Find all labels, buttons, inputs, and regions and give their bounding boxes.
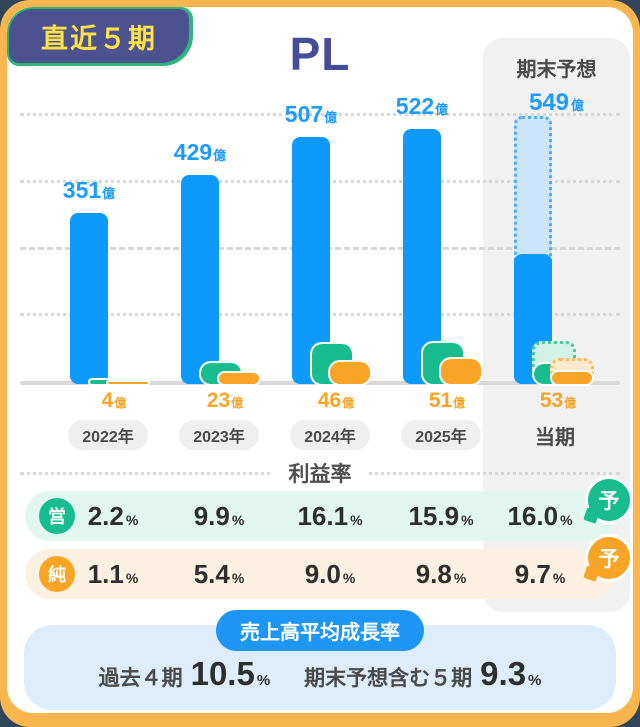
chart-column-2024: 507億 46億 2024年 bbox=[278, 7, 382, 450]
net-profit-number: 51 bbox=[428, 389, 453, 412]
net-margin-row: 純 1.1% 5.4% 9.0% 9.8% 9.7% 予 bbox=[25, 534, 633, 599]
year-pill-2025: 2025年 bbox=[401, 420, 481, 450]
net-profit-unit: 億 bbox=[231, 396, 244, 410]
net-margin-current: 9.7% bbox=[514, 559, 566, 589]
chart-column-2023: 429億 23億 2023年 bbox=[167, 7, 271, 450]
chart-column-2022: 351億 4億 2022年 bbox=[56, 7, 160, 450]
revenue-bar bbox=[181, 175, 219, 384]
growth-title-badge: 売上高平均成長率 bbox=[216, 610, 424, 651]
forecast-revenue-number: 549 bbox=[528, 89, 570, 116]
operating-margin-2023: 9.9% bbox=[193, 501, 245, 531]
operating-margin-2024: 16.1% bbox=[297, 501, 363, 531]
revenue-number: 522 bbox=[395, 93, 435, 119]
forecast-header: 期末予想 bbox=[516, 59, 597, 81]
operating-margin-2025: 15.9% bbox=[408, 501, 474, 531]
revenue-bar bbox=[70, 213, 108, 384]
growth-item-past4-unit: % bbox=[256, 672, 271, 689]
net-profit-bar bbox=[219, 373, 259, 384]
net-profit-bar bbox=[441, 359, 481, 384]
gridline bbox=[20, 113, 620, 116]
revenue-value-label: 522億 bbox=[379, 93, 465, 120]
revenue-unit: 億 bbox=[435, 102, 449, 117]
net-margin-2024: 9.0% bbox=[304, 559, 356, 589]
revenue-bar bbox=[292, 137, 330, 384]
year-pill-2023: 2023年 bbox=[179, 420, 259, 450]
growth-item-5periods-label: 期末予想含む５期 bbox=[304, 667, 473, 690]
forecast-badge-icon: 予 bbox=[583, 534, 633, 582]
operating-margin-row: 営 2.2% 9.9% 16.1% 15.9% 16.0% 予 bbox=[25, 476, 633, 541]
year-pill-2024: 2024年 bbox=[290, 420, 370, 450]
net-margin-2025: 9.8% bbox=[415, 559, 467, 589]
period-badge: 直近５期 bbox=[9, 9, 189, 63]
growth-item-5periods-value: 9.3 bbox=[480, 655, 527, 692]
revenue-number: 507 bbox=[284, 101, 324, 127]
forecast-badge-icon: 予 bbox=[583, 476, 633, 524]
operating-margin-current: 16.0% bbox=[507, 501, 573, 531]
revenue-value-label: 507億 bbox=[268, 101, 354, 128]
forecast-revenue-unit: 億 bbox=[571, 98, 585, 113]
net-profit-bar bbox=[108, 382, 148, 384]
net-key-circle: 純 bbox=[39, 556, 75, 592]
operating-key-circle: 営 bbox=[39, 498, 75, 534]
operating-margin-2022: 2.2% bbox=[87, 501, 139, 531]
page-title: PL bbox=[289, 28, 351, 80]
growth-item-past4-value: 10.5 bbox=[190, 655, 255, 692]
net-profit-unit: 億 bbox=[564, 396, 577, 410]
revenue-bar bbox=[403, 129, 441, 384]
net-profit-number: 23 bbox=[206, 389, 231, 412]
year-pill-2022: 2022年 bbox=[68, 420, 148, 450]
growth-values: 過去４期 10.5 % 期末予想含む５期 9.3 % bbox=[24, 655, 616, 693]
chart-column-current: 53億 当期 bbox=[500, 7, 604, 449]
net-profit-bar bbox=[330, 362, 370, 384]
net-profit-value-label: 53億 bbox=[506, 389, 610, 413]
revenue-value-label: 429億 bbox=[157, 139, 243, 166]
revenue-number: 351 bbox=[62, 177, 102, 203]
net-profit-unit: 億 bbox=[342, 396, 355, 410]
revenue-value-label: 351億 bbox=[46, 177, 132, 204]
net-profit-number: 4 bbox=[101, 389, 114, 412]
net-profit-value-label: 23億 bbox=[173, 389, 277, 413]
chart-column-2025: 522億 51億 2025年 bbox=[389, 7, 493, 450]
net-profit-value-label: 4億 bbox=[62, 389, 166, 413]
net-profit-value-label: 46億 bbox=[284, 389, 388, 413]
revenue-unit: 億 bbox=[102, 186, 116, 201]
profit-rate-heading: 利益率 bbox=[272, 458, 368, 488]
revenue-unit: 億 bbox=[213, 148, 227, 163]
net-profit-bar bbox=[552, 372, 592, 384]
net-margin-2023: 5.4% bbox=[193, 559, 245, 589]
revenue-unit: 億 bbox=[324, 110, 338, 125]
growth-section: 売上高平均成長率 過去４期 10.5 % 期末予想含む５期 9.3 % bbox=[24, 610, 616, 710]
profit-rate-divider: 利益率 bbox=[20, 458, 620, 488]
net-profit-number: 53 bbox=[539, 389, 564, 412]
revenue-number: 429 bbox=[173, 139, 213, 165]
forecast-revenue-label: 549 億 bbox=[483, 89, 630, 117]
growth-item-5periods-unit: % bbox=[528, 672, 542, 689]
current-period-label: 当期 bbox=[535, 426, 575, 449]
card: 期末予想 549 億 直近５期 PL 351億 4億 2022年 bbox=[7, 7, 633, 713]
net-profit-value-label: 51億 bbox=[395, 389, 499, 413]
net-profit-unit: 億 bbox=[453, 396, 466, 410]
net-profit-unit: 億 bbox=[114, 396, 127, 410]
net-profit-number: 46 bbox=[317, 389, 342, 412]
growth-item-past4-label: 過去４期 bbox=[98, 667, 183, 690]
net-margin-2022: 1.1% bbox=[87, 559, 139, 589]
